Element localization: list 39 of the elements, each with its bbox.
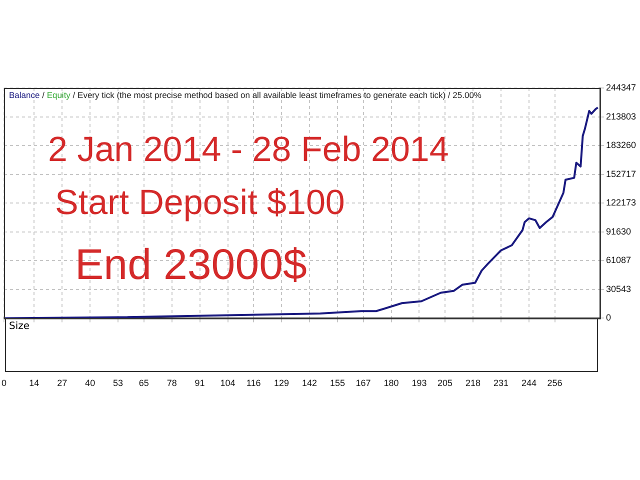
x-tick-label: 53 bbox=[113, 378, 124, 388]
x-tick-label: 155 bbox=[330, 378, 345, 388]
annotation: / bbox=[72, 90, 76, 100]
x-tick-label: 167 bbox=[356, 378, 371, 388]
y-tick-label: 213803 bbox=[606, 111, 636, 122]
annotation: End 23000$ bbox=[75, 241, 307, 290]
x-tick-label: 116 bbox=[246, 378, 261, 388]
annotation: / bbox=[42, 90, 44, 100]
x-tick-label: 14 bbox=[29, 378, 40, 388]
x-tick-label: 65 bbox=[138, 378, 149, 388]
x-tick-label: 180 bbox=[384, 378, 399, 388]
y-tick-label: 152717 bbox=[606, 168, 636, 179]
x-tick-label: 0 bbox=[1, 378, 7, 388]
y-tick-label: 122173 bbox=[606, 198, 636, 208]
x-tick-label: 205 bbox=[438, 378, 453, 388]
y-tick-label: 61087 bbox=[606, 255, 631, 266]
x-tick-label: 27 bbox=[57, 378, 68, 388]
y-tick-label: 183260 bbox=[606, 140, 636, 150]
x-tick-label: 193 bbox=[412, 378, 427, 388]
y-tick-label: 30543 bbox=[606, 284, 631, 294]
text: Balance bbox=[9, 90, 40, 100]
x-tick-label: 40 bbox=[85, 378, 96, 388]
x-tick-label: 142 bbox=[302, 378, 318, 388]
x-tick-label: 218 bbox=[466, 378, 481, 388]
legend-label: Equity bbox=[46, 90, 70, 100]
y-tick-label: 0 bbox=[606, 312, 611, 323]
x-tick-label: 231 bbox=[493, 378, 509, 388]
annotation: Start Deposit $100 bbox=[55, 183, 345, 223]
x-tick-label: 244 bbox=[521, 378, 536, 388]
x-tick-label: 256 bbox=[547, 378, 562, 388]
y-tick-label: 244347 bbox=[606, 82, 636, 92]
text: Size bbox=[9, 321, 30, 332]
y-tick-label: 91630 bbox=[606, 226, 631, 236]
x-tick-label: 91 bbox=[194, 378, 205, 388]
x-tick-label: 78 bbox=[166, 378, 177, 388]
x-tick-label: 129 bbox=[274, 378, 290, 388]
annotation: Every tick (the most precise method based on all available least timeframes to generate each tick) / 25.00% bbox=[78, 90, 482, 100]
x-tick-label: 104 bbox=[220, 378, 236, 388]
annotation: 2 Jan 2014 - 28 Feb 2014 bbox=[48, 130, 449, 170]
